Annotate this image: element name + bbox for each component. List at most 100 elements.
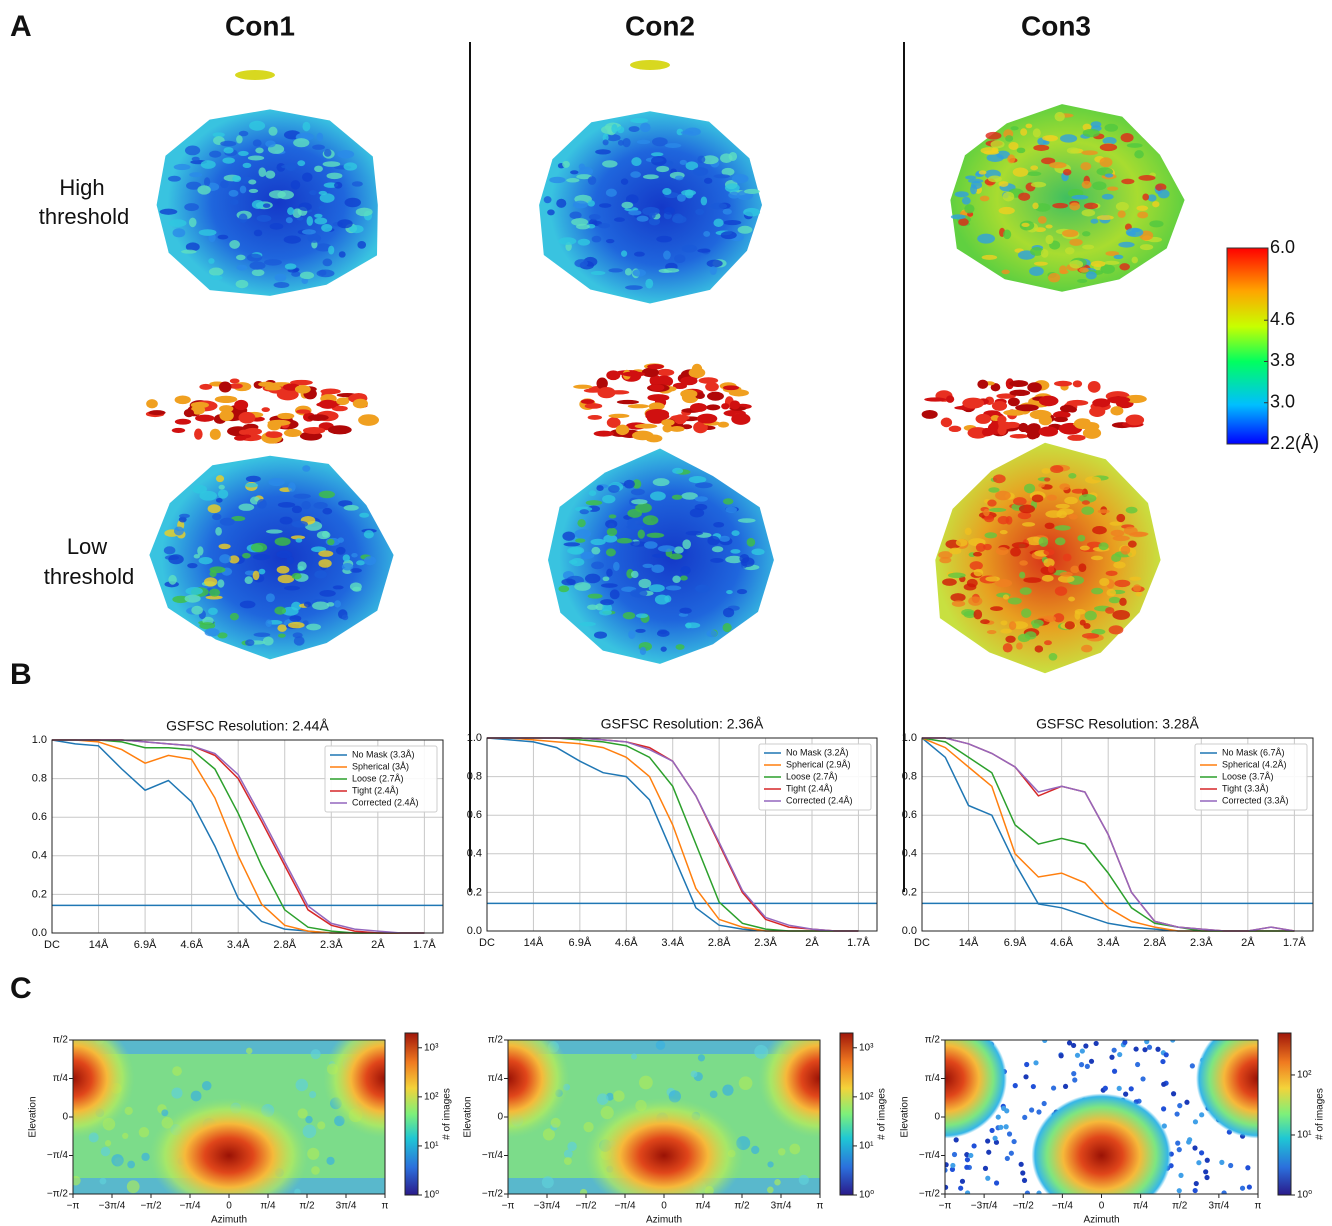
map-texture: [1121, 178, 1135, 185]
map-texture: [307, 414, 329, 422]
map-texture: [663, 250, 671, 260]
hexbin-cell: [1036, 1190, 1042, 1194]
map-texture: [1068, 513, 1078, 520]
map-texture: [652, 478, 670, 487]
chart-frame: [51, 739, 444, 934]
map-texture: [1081, 180, 1092, 189]
map-texture: [921, 409, 938, 419]
map-texture: [168, 175, 181, 182]
map-texture: [587, 593, 603, 599]
map-texture: [245, 639, 255, 646]
hexbin-cell: [1133, 1046, 1139, 1052]
map-texture: [562, 531, 576, 541]
map-texture: [1097, 509, 1110, 514]
map-texture: [264, 385, 282, 391]
map-texture: [623, 479, 635, 489]
map-texture: [189, 172, 203, 178]
x-tick-label: 3π/4: [1208, 1201, 1229, 1212]
map-texture: [327, 538, 335, 546]
map-texture: [1099, 143, 1118, 152]
map-texture: [1063, 168, 1072, 176]
hexbin-cell: [1001, 1105, 1007, 1112]
y-tick-label: 0.2: [902, 886, 917, 898]
map-texture: [969, 561, 983, 571]
map-texture: [1113, 561, 1126, 569]
x-tick-label: 2.3Å: [320, 938, 343, 951]
map-texture: [622, 371, 646, 377]
map-texture: [320, 388, 341, 395]
map-texture: [288, 482, 296, 492]
map-texture: [314, 570, 328, 579]
map-texture: [1071, 194, 1089, 200]
hexbin-cell: [542, 1128, 555, 1141]
map-texture: [713, 521, 725, 528]
map-texture: [558, 237, 577, 245]
map-texture: [1112, 535, 1130, 542]
map-texture: [327, 425, 352, 435]
map-texture: [341, 562, 354, 571]
map-texture: [669, 553, 683, 560]
map-texture: [265, 593, 275, 603]
map-texture: [235, 279, 249, 289]
map-texture: [622, 137, 631, 148]
hexbin-cell: [1146, 1044, 1153, 1050]
colorbar-tick-label: 10¹: [1297, 1130, 1312, 1141]
map-texture: [229, 378, 240, 384]
y-tick-label: 0.8: [467, 771, 482, 783]
map-texture: [1055, 503, 1070, 509]
map-texture: [697, 248, 711, 253]
map-texture: [341, 614, 349, 621]
map-texture: [998, 181, 1009, 187]
map-texture: [251, 269, 265, 277]
map-texture: [192, 484, 207, 494]
map-texture: [217, 234, 229, 240]
map-texture: [337, 537, 345, 543]
map-texture: [252, 553, 271, 561]
map-texture: [203, 177, 211, 187]
map-texture: [262, 636, 274, 646]
map-texture: [938, 551, 953, 559]
hexbin-cell: [245, 1047, 253, 1055]
map-texture: [595, 149, 611, 155]
map-texture: [1048, 272, 1061, 283]
colorbar-tick-label: 10³: [424, 1042, 439, 1053]
map-texture: [187, 562, 198, 569]
x-tick-label: 2Å: [371, 938, 385, 951]
map-texture: [638, 578, 652, 589]
map-texture: [1110, 406, 1124, 416]
x-tick-label: 1.7Å: [413, 938, 436, 951]
map-texture: [1030, 247, 1044, 256]
map-texture: [229, 198, 239, 206]
map-texture: [613, 217, 626, 222]
map-texture: [1062, 229, 1079, 238]
map-texture: [1109, 521, 1123, 526]
hexbin-area: [508, 1040, 820, 1194]
map-texture: [1126, 231, 1136, 236]
hexbin-cell: [307, 1147, 320, 1160]
map-texture: [291, 572, 302, 580]
map-texture: [991, 400, 1008, 411]
hexbin-cell: [964, 1152, 970, 1158]
hexbin-cell: [613, 1090, 625, 1102]
map-texture: [1025, 123, 1033, 129]
map-texture: [179, 513, 190, 519]
map-texture: [751, 548, 765, 556]
map-texture: [1085, 271, 1097, 280]
map-texture: [1016, 147, 1026, 154]
map-texture: [265, 170, 276, 179]
map-texture: [212, 132, 225, 138]
map-texture: [298, 202, 312, 211]
map-texture: [1096, 215, 1114, 221]
hexbin-cell: [1041, 1100, 1047, 1107]
map-texture: [1002, 191, 1015, 202]
map-texture: [249, 120, 266, 131]
map-texture: [1057, 575, 1075, 583]
hexbin-cell: [171, 1087, 183, 1099]
map-texture: [321, 224, 333, 232]
map-texture: [1092, 526, 1107, 535]
map-texture: [924, 397, 947, 402]
map-texture: [1020, 128, 1028, 136]
hexbin-cell: [655, 1040, 666, 1050]
hexbin-cell: [789, 1143, 801, 1155]
x-tick-label: −π/2: [575, 1201, 597, 1212]
